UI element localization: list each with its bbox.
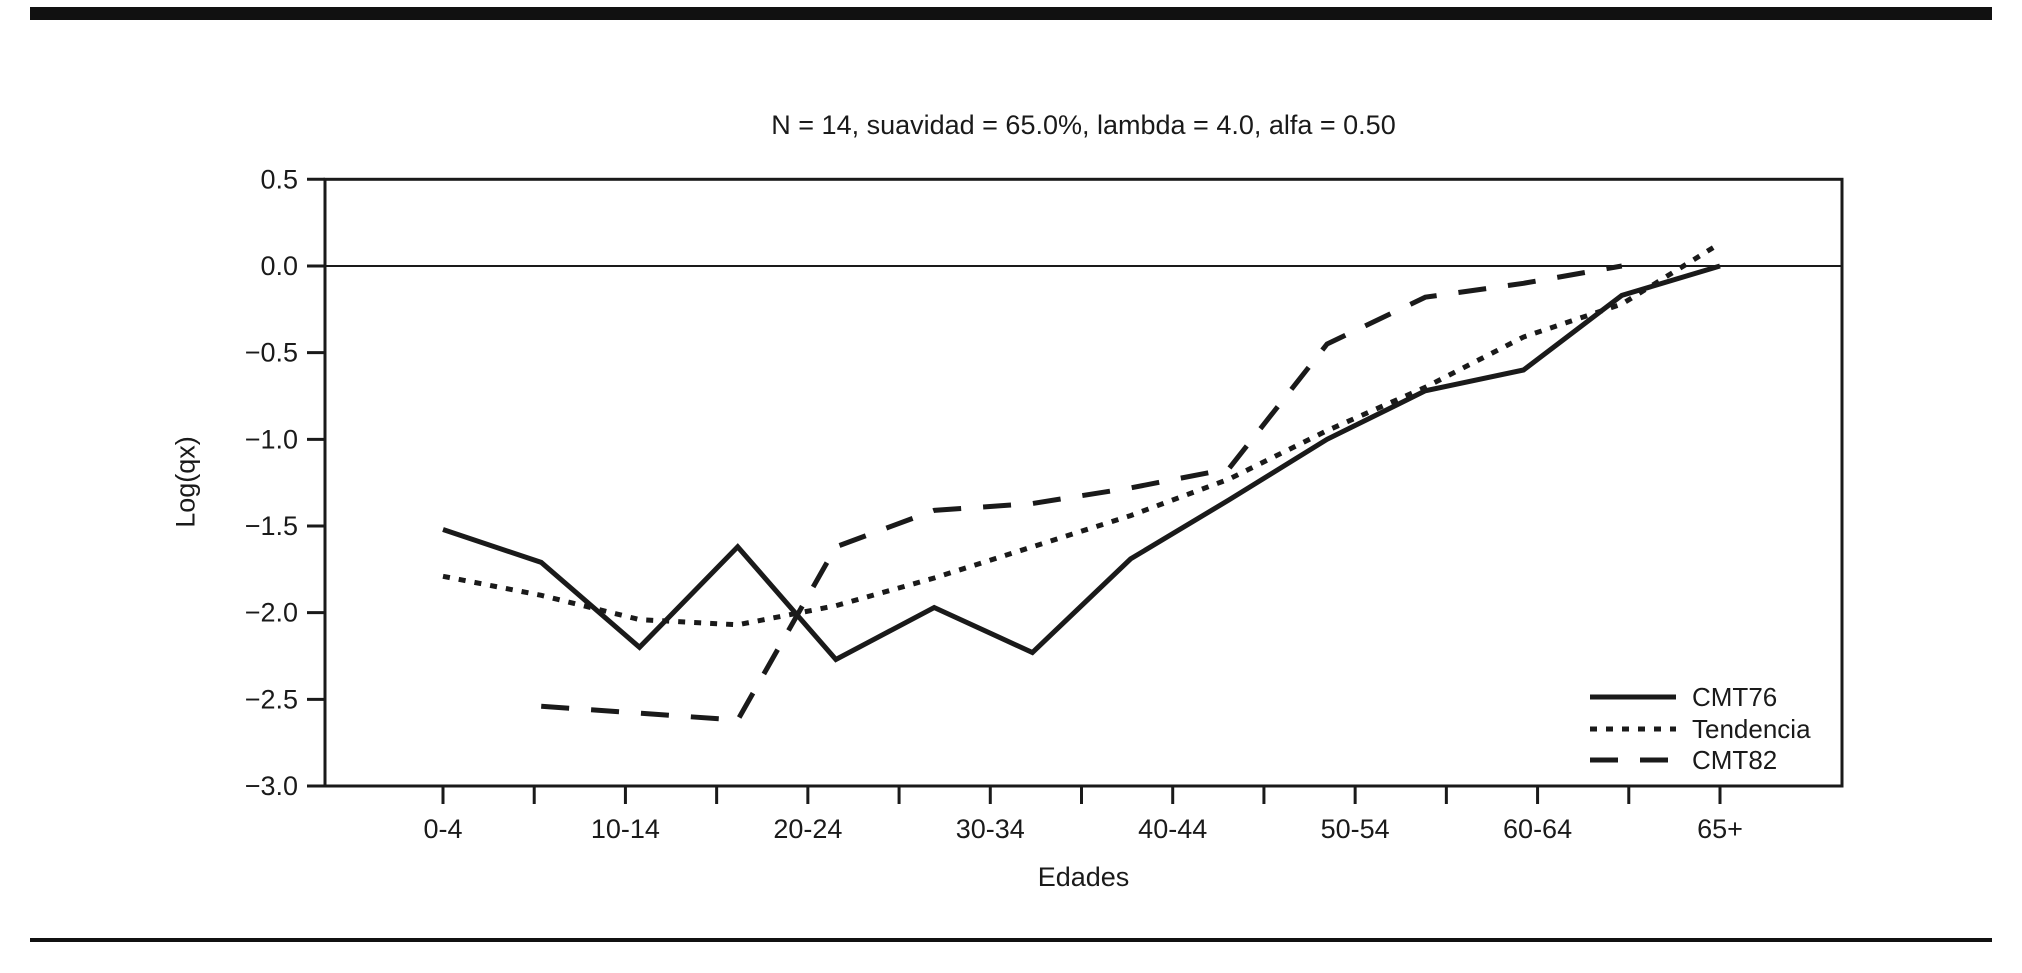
series-cmt76 <box>442 263 1721 663</box>
y-tick-label: −1.5 <box>245 511 298 541</box>
figure-bottom-rule <box>30 938 1992 942</box>
x-tick-label: 20-24 <box>773 814 842 844</box>
x-tick-label: 10-14 <box>591 814 660 844</box>
plot-border <box>323 177 1844 788</box>
legend-label-cmt82: CMT82 <box>1692 745 1777 775</box>
x-tick-label: 60-64 <box>1503 814 1572 844</box>
legend-label-cmt76: CMT76 <box>1692 682 1777 712</box>
chart-title: N = 14, suavidad = 65.0%, lambda = 4.0, … <box>771 110 1396 140</box>
legend-label-tendencia: Tendencia <box>1692 714 1811 744</box>
x-tick-label: 40-44 <box>1138 814 1207 844</box>
y-tick-label: −1.0 <box>245 424 298 454</box>
x-tick-label: 0-4 <box>423 814 462 844</box>
y-tick-label: −0.5 <box>245 338 298 368</box>
x-tick-label: 50-54 <box>1321 814 1390 844</box>
figure-top-rule <box>30 7 1992 20</box>
y-tick-label: −2.0 <box>245 598 298 628</box>
x-tick-label: 65+ <box>1697 814 1743 844</box>
x-axis-title: Edades <box>1037 862 1130 892</box>
y-tick-label: 0.0 <box>260 251 298 281</box>
y-tick-label: −3.0 <box>245 771 298 801</box>
series-cmt82 <box>541 263 1623 723</box>
y-tick-label: −2.5 <box>245 684 298 714</box>
y-tick-label: 0.5 <box>260 164 298 194</box>
series-tendencia <box>442 241 1722 628</box>
x-tick-label: 30-34 <box>956 814 1025 844</box>
